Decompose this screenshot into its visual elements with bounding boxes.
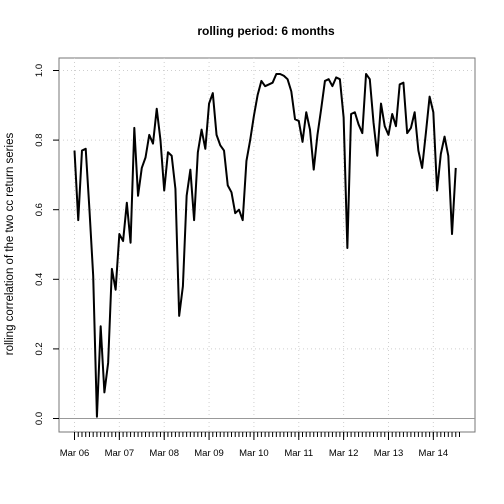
chart-title: rolling period: 6 months xyxy=(197,24,335,38)
y-tick-label: 0.4 xyxy=(34,273,45,286)
grid xyxy=(59,58,475,432)
x-tick-label: Mar 13 xyxy=(374,448,404,459)
x-tick-label: Mar 14 xyxy=(419,448,449,459)
x-axis: Mar 06 Mar 07 Mar 08 Mar 09 Mar 10 Mar 11 Mar … xyxy=(60,432,460,459)
series-line xyxy=(73,72,457,418)
y-tick-label: 0.0 xyxy=(34,412,45,425)
x-tick-label: Mar 12 xyxy=(329,448,359,459)
x-tick-label: Mar 08 xyxy=(149,448,179,459)
x-tick-label: Mar 11 xyxy=(284,448,313,459)
plot-frame xyxy=(58,57,476,433)
y-tick-label: 0.8 xyxy=(34,133,45,146)
y-tick-label: 0.6 xyxy=(34,203,45,216)
x-tick-label: Mar 10 xyxy=(239,448,269,459)
series-layer xyxy=(73,72,457,418)
y-tick-label: 1.0 xyxy=(34,64,45,77)
x-tick-label: Mar 09 xyxy=(194,448,224,459)
y-tick-label: 0.2 xyxy=(34,342,45,355)
y-axis-label: rolling correlation of the two cc return… xyxy=(4,133,16,356)
y-axis: 0.0 0.2 0.4 0.6 0.8 1.0 xyxy=(34,64,59,425)
x-tick-label: Mar 06 xyxy=(60,448,90,459)
x-tick-label: Mar 07 xyxy=(105,448,135,459)
